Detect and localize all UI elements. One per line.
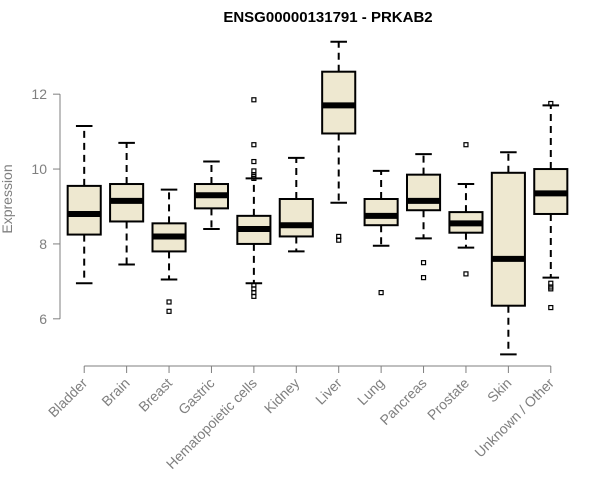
- outlier-point: [420, 275, 427, 281]
- outlier-point: [548, 100, 554, 107]
- outlier-point: [166, 299, 172, 305]
- y-tick-label: 12: [31, 86, 47, 102]
- x-tick-label: Breast: [135, 375, 175, 415]
- y-axis-label: Expression: [0, 164, 15, 233]
- outlier-point: [336, 237, 342, 243]
- x-tick-label: Pancreas: [377, 375, 430, 428]
- y-tick-label: 8: [39, 236, 47, 252]
- box-body: [66, 184, 102, 236]
- y-tick-label: 10: [31, 161, 47, 177]
- outlier-point: [548, 286, 554, 292]
- box-pancreas: [405, 153, 442, 281]
- y-tick-label: 6: [39, 311, 47, 327]
- box-hematopoietic-cells: [236, 97, 272, 299]
- outlier-point: [378, 290, 384, 296]
- box-liver: [321, 40, 357, 243]
- box-body: [405, 173, 442, 212]
- box-prostate: [448, 142, 484, 277]
- outlier-point: [251, 175, 257, 182]
- boxes-group: [66, 40, 569, 356]
- box-body: [363, 198, 399, 227]
- box-breast: [151, 188, 187, 314]
- outlier-point: [251, 293, 257, 299]
- x-tick-label: Prostate: [424, 375, 472, 423]
- box-kidney: [278, 156, 314, 253]
- box-unknown-other: [533, 100, 569, 311]
- x-tick-label: Skin: [484, 375, 515, 406]
- outlier-point: [548, 304, 554, 311]
- box-body: [490, 171, 526, 307]
- box-brain: [109, 141, 145, 266]
- outlier-point: [166, 308, 172, 314]
- x-tick-label: Brain: [98, 375, 132, 409]
- box-skin: [490, 151, 526, 356]
- x-tick-label: Lung: [354, 375, 387, 408]
- box-gastric: [193, 160, 230, 230]
- outlier-point: [251, 97, 257, 103]
- outlier-point: [420, 260, 427, 266]
- box-lung: [363, 169, 399, 296]
- box-body: [278, 198, 314, 238]
- outlier-point: [463, 142, 469, 148]
- x-tick-label: Bladder: [45, 375, 91, 421]
- x-tick-label: Liver: [312, 375, 345, 408]
- outlier-point: [251, 158, 257, 165]
- outlier-point: [463, 271, 469, 277]
- x-tick-label: Unknown / Other: [471, 375, 557, 461]
- outlier-point: [251, 142, 257, 148]
- chart-title: ENSG00000131791 - PRKAB2: [223, 9, 432, 26]
- y-axis: 6 8 10 12: [31, 86, 61, 327]
- x-tick-label: Kidney: [261, 375, 303, 417]
- box-bladder: [66, 124, 102, 285]
